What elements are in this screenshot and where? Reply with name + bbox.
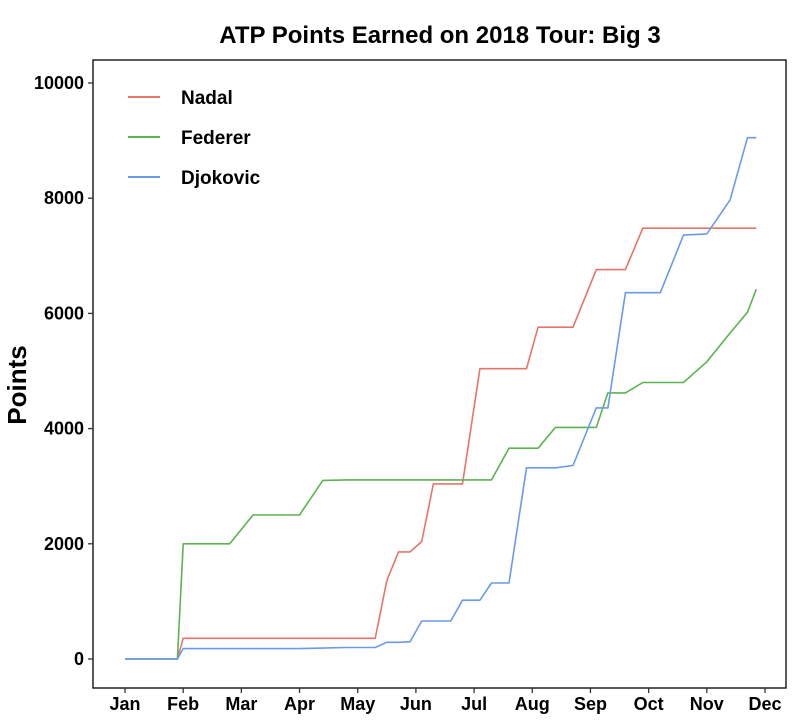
y-tick-label: 6000: [44, 303, 84, 323]
legend-label-djokovic: Djokovic: [181, 168, 261, 189]
plot-panel-border: [92, 59, 787, 689]
legend-label-federer: Federer: [181, 128, 251, 149]
y-tick-label: 4000: [44, 419, 84, 439]
x-tick-label: Mar: [225, 694, 257, 714]
series-line-nadal: [125, 227, 757, 660]
series-line-djokovic: [125, 136, 757, 660]
y-axis-title: Points: [2, 345, 32, 424]
x-tick-label: Jun: [400, 694, 432, 714]
y-tick-label: 8000: [44, 188, 84, 208]
x-tick-label: Apr: [284, 694, 315, 714]
chart-title: ATP Points Earned on 2018 Tour: Big 3: [219, 22, 660, 49]
x-tick-label: Jul: [461, 694, 487, 714]
series-lines: [125, 136, 758, 660]
y-tick-label: 0: [74, 649, 84, 669]
y-tick-label: 10000: [34, 73, 84, 93]
x-tick-label: Oct: [634, 694, 664, 714]
legend: Nadal Federer Djokovic: [128, 88, 261, 189]
x-tick-label: Aug: [515, 694, 550, 714]
y-axis: 0 2000 4000 6000 8000 10000: [34, 73, 93, 669]
legend-label-nadal: Nadal: [181, 88, 233, 109]
x-tick-label: May: [340, 694, 375, 714]
x-axis: Jan Feb Mar Apr May Jun Jul Aug Sep Oct Nov Dec: [109, 688, 782, 714]
x-tick-label: Jan: [109, 694, 140, 714]
x-tick-label: Nov: [690, 694, 724, 714]
y-tick-label: 2000: [44, 534, 84, 554]
x-tick-label: Sep: [574, 694, 607, 714]
x-tick-label: Dec: [748, 694, 781, 714]
series-line-federer: [125, 288, 758, 660]
x-tick-label: Feb: [167, 694, 199, 714]
